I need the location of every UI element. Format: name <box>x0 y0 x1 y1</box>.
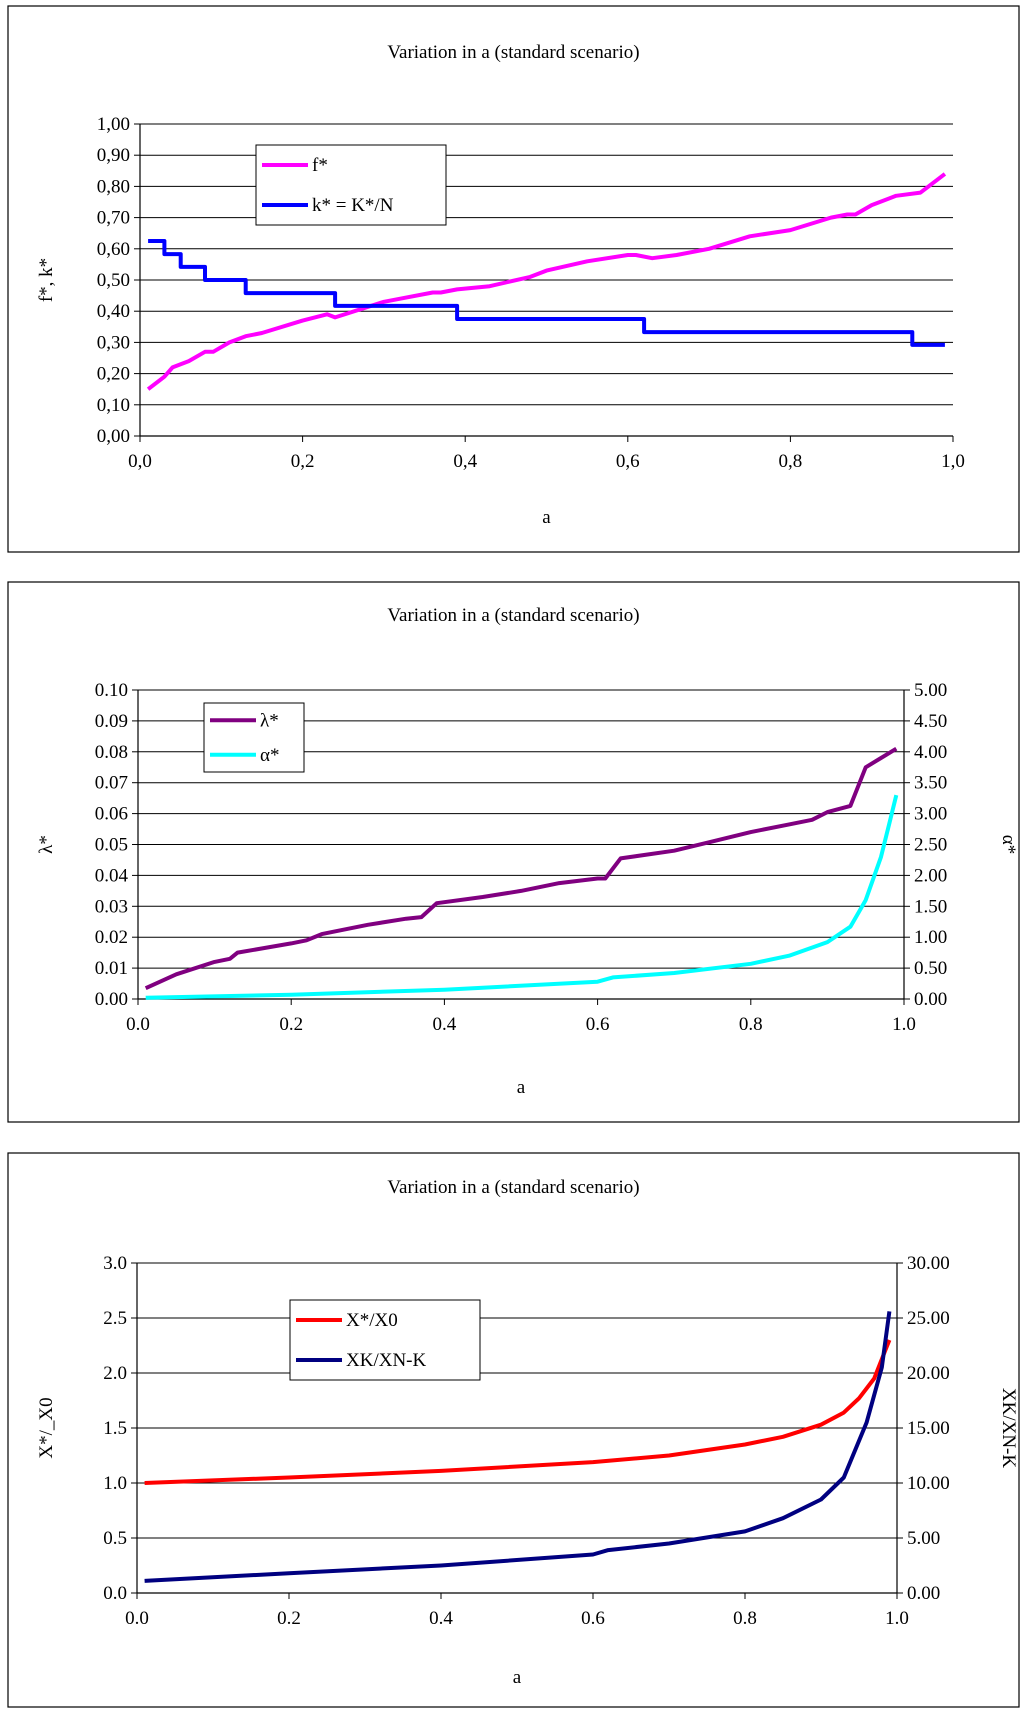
chart2-title: Variation in a (standard scenario) <box>387 605 639 626</box>
chart3-y2tick-label: 5.00 <box>907 1528 940 1549</box>
chart3-ytick-label: 0.5 <box>103 1528 127 1549</box>
chart3-legend-label: XK/XN-K <box>346 1350 426 1371</box>
chart2-ytick-label: 0.10 <box>95 680 128 701</box>
chart1-ytick-label: 0,00 <box>97 426 130 447</box>
chart2-y2tick-label: 2.50 <box>914 835 947 856</box>
chart1-xtick-label: 0,8 <box>779 451 803 472</box>
chart1-ytick-label: 1,00 <box>97 114 130 135</box>
chart2-ytick-label: 0.06 <box>95 804 128 825</box>
chart3-xtick-label: 0.6 <box>581 1608 605 1629</box>
chart2-y2tick-label: 3.50 <box>914 773 947 794</box>
chart3-xlabel: a <box>513 1667 522 1688</box>
chart1-ytick-label: 0,20 <box>97 364 130 385</box>
chart2-xlabel: a <box>517 1077 526 1098</box>
chart3-y2tick-label: 10.00 <box>907 1473 950 1494</box>
chart1-legend-label: f* <box>312 155 328 176</box>
chart1-xlabel: a <box>542 507 551 528</box>
chart3-y2tick-label: 25.00 <box>907 1308 950 1329</box>
chart1-ytick-label: 0,30 <box>97 332 130 353</box>
chart3-ylabel: X*/_X0 <box>36 1397 57 1458</box>
chart2-y2tick-label: 0.00 <box>914 989 947 1010</box>
chart2-ytick-label: 0.04 <box>95 865 129 886</box>
chart2-series-line-1 <box>144 746 898 991</box>
chart3-y2tick-label: 0.00 <box>907 1583 940 1604</box>
chart2-panel <box>7 581 1020 1123</box>
chart2-y2label: α* <box>998 835 1019 854</box>
chart3-xtick-label: 1.0 <box>885 1608 909 1629</box>
chart1-xtick-label: 0,6 <box>616 451 640 472</box>
chart3-series-line-2 <box>144 1311 892 1583</box>
chart3-xtick-label: 0.4 <box>429 1608 453 1629</box>
chart2-y2tick-label: 1.00 <box>914 927 947 948</box>
chart2-y2tick-label: 0.50 <box>914 958 947 979</box>
chart2-xtick-label: 0.4 <box>433 1014 457 1035</box>
chart3-y2tick-label: 30.00 <box>907 1253 950 1274</box>
chart3-ytick-label: 2.5 <box>103 1308 127 1329</box>
chart3-ytick-label: 1.0 <box>103 1473 127 1494</box>
chart2-ytick-label: 0.08 <box>95 742 128 763</box>
chart2-xtick-label: 0.2 <box>279 1014 303 1035</box>
chart3-y2label: XK/XN-K <box>998 1388 1019 1468</box>
chart3-ytick-label: 1.5 <box>103 1418 127 1439</box>
chart1-ytick-label: 0,70 <box>97 208 130 229</box>
chart1-ytick-label: 0,60 <box>97 239 130 260</box>
chart2-y2tick-label: 3.00 <box>914 804 947 825</box>
chart2-ylabel: λ* <box>36 835 57 854</box>
chart2-xtick-label: 0.0 <box>126 1014 150 1035</box>
chart3-panel <box>7 1152 1020 1708</box>
chart3-y2tick-label: 15.00 <box>907 1418 950 1439</box>
chart2-ytick-label: 0.01 <box>95 958 128 979</box>
chart3-ytick-label: 0.0 <box>103 1583 127 1604</box>
chart2-y2tick-label: 4.50 <box>914 711 947 732</box>
chart3-xtick-label: 0.8 <box>733 1608 757 1629</box>
chart3-ytick-label: 3.0 <box>103 1253 127 1274</box>
chart2-y2tick-label: 2.00 <box>914 865 947 886</box>
chart3-title: Variation in a (standard scenario) <box>387 1177 639 1198</box>
chart2-y2tick-label: 4.00 <box>914 742 947 763</box>
chart1-xtick-label: 0,4 <box>453 451 477 472</box>
chart2-legend <box>203 702 305 773</box>
chart1-ytick-label: 0,50 <box>97 270 130 291</box>
chart2-legend-label: α* <box>260 745 279 766</box>
chart3-ytick-label: 2.0 <box>103 1363 127 1384</box>
chart3-legend <box>289 1299 481 1381</box>
chart1-title: Variation in a (standard scenario) <box>387 42 639 63</box>
chart1-ytick-label: 0,40 <box>97 301 130 322</box>
chart1-ylabel: f*, k* <box>36 258 57 302</box>
chart2-y2tick-label: 1.50 <box>914 896 947 917</box>
chart1-xtick-label: 0,2 <box>291 451 315 472</box>
chart2-ytick-label: 0.03 <box>95 896 128 917</box>
chart2-legend-label: λ* <box>260 710 279 731</box>
chart2-ytick-label: 0.09 <box>95 711 128 732</box>
chart1-ytick-label: 0,80 <box>97 176 130 197</box>
chart1-ytick-label: 0,90 <box>97 145 130 166</box>
chart3-legend-label: X*/X0 <box>346 1310 398 1331</box>
chart1-series-line-1 <box>146 172 947 391</box>
chart3-series-line-1 <box>144 1339 892 1485</box>
chart2-ytick-label: 0.00 <box>95 989 128 1010</box>
chart2-series-line-2 <box>145 794 899 1000</box>
chart1-xtick-label: 0,0 <box>128 451 152 472</box>
chart2-ytick-label: 0.05 <box>95 835 128 856</box>
chart1-series-line-2 <box>148 239 945 347</box>
chart3-y2tick-label: 20.00 <box>907 1363 950 1384</box>
chart1-ytick-label: 0,10 <box>97 395 130 416</box>
chart1-xtick-label: 1,0 <box>941 451 965 472</box>
chart2-xtick-label: 1.0 <box>892 1014 916 1035</box>
chart2-y2tick-label: 5.00 <box>914 680 947 701</box>
chart2-ytick-label: 0.02 <box>95 927 128 948</box>
chart1-legend-label: k* = K*/N <box>312 195 394 216</box>
chart1-legend <box>255 144 447 226</box>
chart3-xtick-label: 0.2 <box>277 1608 301 1629</box>
chart3-xtick-label: 0.0 <box>125 1608 149 1629</box>
chart2-xtick-label: 0.8 <box>739 1014 763 1035</box>
chart2-ytick-label: 0.07 <box>95 773 128 794</box>
chart2-xtick-label: 0.6 <box>586 1014 610 1035</box>
